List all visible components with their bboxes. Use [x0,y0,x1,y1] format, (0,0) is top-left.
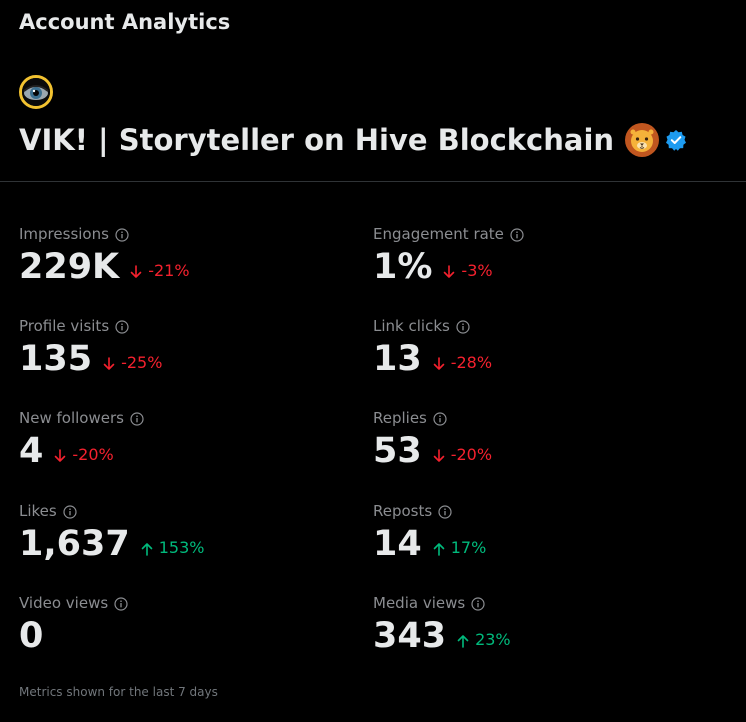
arrow-down-icon [129,264,143,278]
metric-label: Reposts [373,502,433,520]
metric-label: Engagement rate [373,225,504,243]
metric-value: 1,637 [19,524,130,564]
metric-change: -3% [442,260,493,280]
metric-change: -25% [102,353,162,372]
metric-change-value: 17% [450,537,487,557]
metric-label: Likes [19,502,57,520]
metric-value: 13 [373,339,422,379]
profile-name-row: VIK! | Storyteller on Hive Blockchain [19,120,687,160]
metric-change: 153% [140,537,205,557]
info-icon[interactable] [510,227,524,242]
metric-label: Replies [373,409,427,427]
metric-label: New followers [19,409,124,427]
metric-label: Media views [373,594,466,612]
metric-change: -28% [432,353,492,372]
metric-change-value: -3% [461,260,493,280]
page-title: Account Analytics [19,10,231,34]
metric-label: Video views [19,594,109,612]
metric-change: 23% [456,630,511,649]
eye-avatar-icon[interactable] [19,75,53,109]
metric-label: Impressions [19,225,109,243]
metric-reposts: Reposts 14 17% [373,502,486,564]
metric-change: -20% [53,444,114,464]
metric-label: Link clicks [373,317,450,335]
arrow-up-icon [432,541,446,556]
metric-change: -20% [432,445,492,464]
arrow-down-icon [442,264,456,278]
metric-value: 229K [19,247,120,287]
metric-impressions: Impressions 229K -21% [19,225,190,287]
info-icon[interactable] [130,411,144,426]
metric-change: 17% [432,537,487,557]
metric-likes: Likes 1,637 153% [19,502,204,564]
metric-media-views: Media views 343 23% [373,594,511,656]
metric-change-value: -25% [121,352,163,372]
metric-value: 1% [373,247,433,287]
metric-link-clicks: Link clicks 13 -28% [373,317,492,379]
metric-change-value: -28% [450,352,493,372]
arrow-down-icon [432,356,446,370]
info-icon[interactable] [456,319,470,334]
metric-video-views: Video views 0 [19,594,128,656]
metric-value: 343 [373,616,447,656]
arrow-down-icon [432,448,446,462]
metric-change-value: -20% [450,444,493,464]
lion-face-icon [624,122,660,158]
metric-value: 135 [19,339,93,379]
metric-change: -21% [129,260,190,280]
metric-value: 14 [373,524,422,564]
metric-new-followers: New followers 4 -20% [19,409,144,471]
metric-value: 0 [19,616,44,656]
metric-profile-visits: Profile visits 135 -25% [19,317,162,379]
info-icon[interactable] [114,596,128,611]
section-divider [0,181,746,182]
info-icon[interactable] [471,596,485,611]
metric-value: 53 [373,431,422,471]
info-icon[interactable] [433,411,447,426]
metric-value: 4 [19,431,44,471]
profile-name[interactable]: VIK! | Storyteller on Hive Blockchain [19,123,615,157]
footer-note: Metrics shown for the last 7 days [19,685,218,699]
info-icon[interactable] [115,319,129,334]
verified-badge-icon [665,129,687,151]
metric-engagement-rate: Engagement rate 1% -3% [373,225,524,287]
arrow-up-icon [456,633,470,648]
info-icon[interactable] [438,504,452,519]
info-icon[interactable] [115,227,129,242]
metric-change-value: -20% [72,444,114,464]
arrow-down-icon [102,356,116,370]
info-icon[interactable] [63,504,77,519]
arrow-up-icon [140,541,154,556]
metric-replies: Replies 53 -20% [373,409,492,471]
metric-change-value: -21% [148,260,190,280]
metric-change-value: 153% [158,537,205,557]
metric-change-value: 23% [475,629,511,649]
metric-label: Profile visits [19,317,110,335]
arrow-down-icon [53,448,67,462]
